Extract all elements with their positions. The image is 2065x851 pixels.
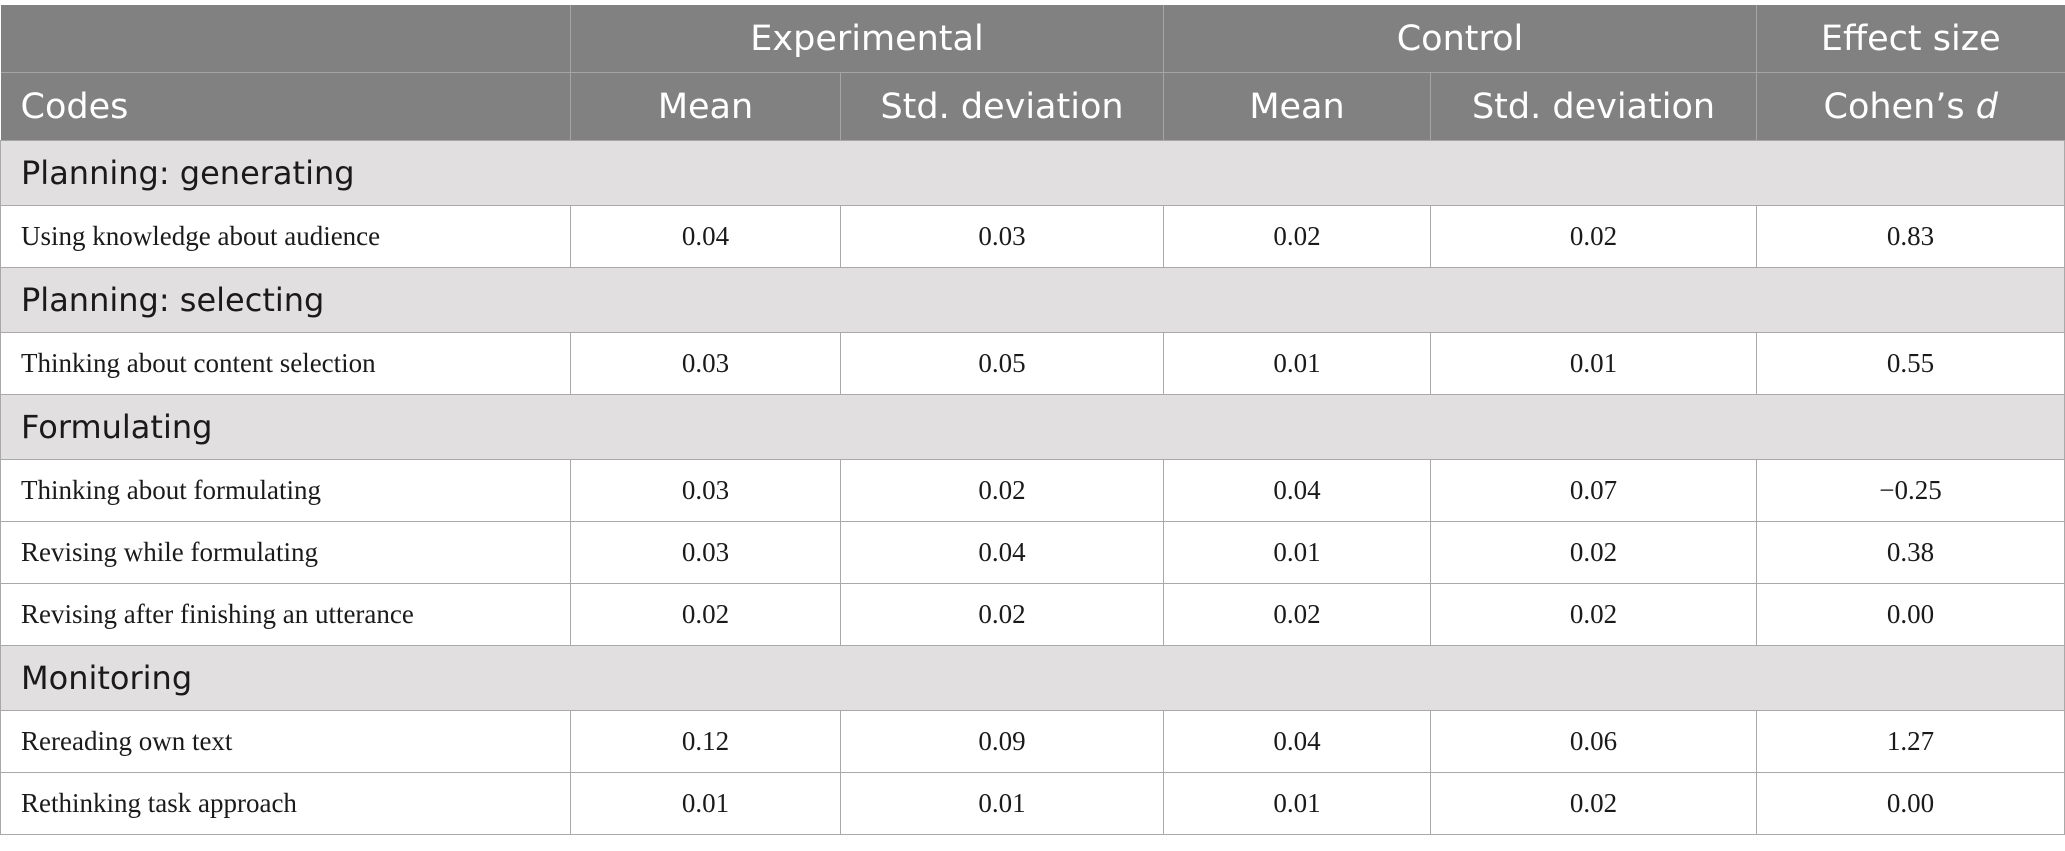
cohens-d-cell: 0.00 <box>1756 583 2065 646</box>
code-cell: Revising while formulating <box>0 521 571 584</box>
control-mean-header: Mean <box>1163 72 1431 141</box>
section-row: Formulating <box>0 394 2065 460</box>
experimental-sd-cell: 0.09 <box>840 710 1164 773</box>
control-sd-cell: 0.07 <box>1430 459 1757 522</box>
cohens-d-cell: −0.25 <box>1756 459 2065 522</box>
cohens-d-header: Cohen’s d <box>1756 72 2065 141</box>
experimental-sd-header: Std. deviation <box>840 72 1164 141</box>
control-group-header: Control <box>1163 5 1757 73</box>
control-mean-cell: 0.02 <box>1163 583 1431 646</box>
section-row: Monitoring <box>0 645 2065 711</box>
cohens-d-cell: 0.55 <box>1756 332 2065 395</box>
control-sd-cell: 0.06 <box>1430 710 1757 773</box>
experimental-mean-cell: 0.04 <box>570 205 841 268</box>
control-sd-cell: 0.02 <box>1430 772 1757 835</box>
experimental-sd-cell: 0.01 <box>840 772 1164 835</box>
section-title: Planning: generating <box>0 140 2065 206</box>
effect-size-group-header: Effect size <box>1756 5 2065 73</box>
column-header-row: Codes Mean Std. deviation Mean Std. devi… <box>0 72 2065 141</box>
control-sd-header: Std. deviation <box>1430 72 1757 141</box>
table-row: Thinking about content selection 0.03 0.… <box>0 332 2065 395</box>
control-sd-cell: 0.02 <box>1430 205 1757 268</box>
control-sd-cell: 0.01 <box>1430 332 1757 395</box>
cohens-d-cell: 0.83 <box>1756 205 2065 268</box>
cohens-d-cell: 0.00 <box>1756 772 2065 835</box>
experimental-mean-cell: 0.03 <box>570 459 841 522</box>
control-mean-cell: 0.04 <box>1163 710 1431 773</box>
experimental-sd-cell: 0.02 <box>840 583 1164 646</box>
results-table: Experimental Control Effect size Codes M… <box>0 5 2065 835</box>
table-body: Planning: generating Using knowledge abo… <box>0 140 2065 835</box>
code-cell: Thinking about formulating <box>0 459 571 522</box>
experimental-mean-cell: 0.12 <box>570 710 841 773</box>
experimental-group-header: Experimental <box>570 5 1164 73</box>
table-row: Thinking about formulating 0.03 0.02 0.0… <box>0 459 2065 522</box>
experimental-sd-cell: 0.02 <box>840 459 1164 522</box>
code-cell: Using knowledge about audience <box>0 205 571 268</box>
table-row: Rereading own text 0.12 0.09 0.04 0.06 1… <box>0 710 2065 773</box>
code-cell: Rereading own text <box>0 710 571 773</box>
cohens-d-cell: 0.38 <box>1756 521 2065 584</box>
experimental-mean-cell: 0.03 <box>570 332 841 395</box>
experimental-mean-cell: 0.02 <box>570 583 841 646</box>
control-mean-cell: 0.01 <box>1163 332 1431 395</box>
experimental-sd-cell: 0.04 <box>840 521 1164 584</box>
experimental-sd-cell: 0.03 <box>840 205 1164 268</box>
code-cell: Rethinking task approach <box>0 772 571 835</box>
codes-group-blank <box>0 5 571 73</box>
control-sd-cell: 0.02 <box>1430 521 1757 584</box>
section-title: Monitoring <box>0 645 2065 711</box>
control-mean-cell: 0.04 <box>1163 459 1431 522</box>
code-cell: Revising after finishing an utterance <box>0 583 571 646</box>
control-mean-cell: 0.01 <box>1163 772 1431 835</box>
section-title: Formulating <box>0 394 2065 460</box>
table-row: Revising while formulating 0.03 0.04 0.0… <box>0 521 2065 584</box>
cohens-d-symbol: d <box>1975 86 1998 127</box>
control-mean-cell: 0.01 <box>1163 521 1431 584</box>
control-sd-cell: 0.02 <box>1430 583 1757 646</box>
experimental-mean-cell: 0.03 <box>570 521 841 584</box>
experimental-mean-cell: 0.01 <box>570 772 841 835</box>
section-row: Planning: generating <box>0 140 2065 206</box>
table-row: Rethinking task approach 0.01 0.01 0.01 … <box>0 772 2065 835</box>
cohens-d-cell: 1.27 <box>1756 710 2065 773</box>
cohens-d-prefix: Cohen’s <box>1823 86 1976 127</box>
section-title: Planning: selecting <box>0 267 2065 333</box>
section-row: Planning: selecting <box>0 267 2065 333</box>
table-row: Using knowledge about audience 0.04 0.03… <box>0 205 2065 268</box>
code-cell: Thinking about content selection <box>0 332 571 395</box>
table-header: Experimental Control Effect size Codes M… <box>0 5 2065 141</box>
codes-column-header: Codes <box>0 72 571 141</box>
experimental-mean-header: Mean <box>570 72 841 141</box>
group-header-row: Experimental Control Effect size <box>0 5 2065 73</box>
table-row: Revising after finishing an utterance 0.… <box>0 583 2065 646</box>
control-mean-cell: 0.02 <box>1163 205 1431 268</box>
experimental-sd-cell: 0.05 <box>840 332 1164 395</box>
